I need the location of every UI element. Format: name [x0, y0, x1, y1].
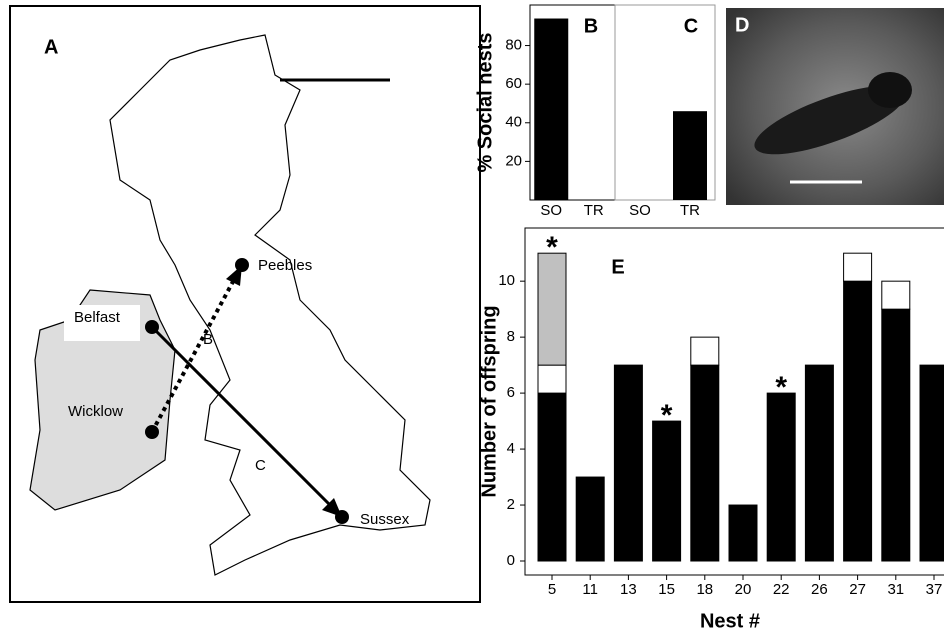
- x-tick-label: 18: [696, 581, 713, 598]
- bar-segment: [537, 392, 567, 562]
- bar-segment: [843, 252, 873, 282]
- place-label: Wicklow: [68, 403, 123, 420]
- bar-segment: [537, 364, 567, 394]
- panel-label: E: [611, 256, 624, 278]
- annotation: *: [546, 231, 558, 264]
- bar: [534, 18, 569, 201]
- site: [145, 425, 159, 439]
- bar-segment: [843, 280, 873, 562]
- x-tick-label: SO: [540, 202, 562, 219]
- x-tick-label: 31: [887, 581, 904, 598]
- bar-segment: [919, 364, 944, 562]
- x-tick-label: SO: [629, 202, 651, 219]
- panel-label: A: [44, 36, 58, 58]
- bar-segment: [575, 476, 605, 562]
- bar: [673, 111, 707, 200]
- x-tick-label: 11: [582, 581, 598, 598]
- bee: [754, 85, 906, 155]
- x-tick-label: 20: [735, 581, 752, 598]
- x-tick-label: 26: [811, 581, 828, 598]
- x-tick-label: TR: [680, 202, 700, 219]
- x-tick-label: 37: [926, 581, 943, 598]
- y-tick-label: 6: [507, 384, 515, 401]
- route-b: [150, 275, 238, 433]
- x-tick-label: 27: [849, 581, 866, 598]
- label-bg: [64, 305, 140, 341]
- bar-segment: [881, 308, 911, 562]
- bar-segment: [728, 504, 758, 562]
- y-tick-label: 80: [505, 37, 522, 54]
- y-axis-label: % Social nests: [474, 32, 496, 172]
- panel-label: D: [735, 14, 749, 36]
- place-label: Sussex: [360, 511, 410, 528]
- bar-segment: [804, 364, 834, 562]
- route-c: [150, 325, 336, 511]
- route-label: B: [203, 331, 213, 348]
- y-axis-label: Number of offspring: [478, 305, 500, 497]
- x-axis-label: Nest #: [700, 610, 760, 632]
- ireland: [29, 289, 176, 511]
- site: [335, 510, 349, 524]
- bar-segment: [537, 252, 567, 366]
- bar-segment: [766, 392, 796, 562]
- site: [235, 258, 249, 272]
- x-tick-label: 15: [658, 581, 675, 598]
- route-label: C: [255, 457, 266, 474]
- place-label: Belfast: [74, 309, 121, 326]
- bee-head: [868, 72, 912, 108]
- x-tick-label: 13: [620, 581, 637, 598]
- bar-segment: [690, 364, 720, 562]
- plot-frame: [614, 4, 716, 201]
- place-label: Peebles: [258, 257, 312, 274]
- y-tick-label: 60: [505, 75, 522, 92]
- great-britain: [109, 34, 431, 576]
- bar-segment: [690, 336, 720, 366]
- y-tick-label: 0: [507, 552, 515, 569]
- annotation: *: [661, 399, 673, 432]
- y-tick-label: 10: [498, 272, 515, 289]
- bar-segment: [881, 280, 911, 310]
- y-tick-label: 20: [505, 152, 522, 169]
- bar-segment: [652, 420, 682, 562]
- y-tick-label: 8: [507, 328, 515, 345]
- x-tick-label: 22: [773, 581, 790, 598]
- y-tick-label: 2: [507, 496, 515, 513]
- y-tick-label: 4: [507, 440, 515, 457]
- panel-label: B: [584, 15, 598, 37]
- plot-frame: [524, 227, 944, 576]
- panel-label: C: [684, 15, 698, 37]
- bar-segment: [613, 364, 643, 562]
- x-tick-label: 5: [548, 581, 556, 598]
- annotation: *: [775, 371, 787, 404]
- x-tick-label: TR: [584, 202, 604, 219]
- y-tick-label: 40: [505, 114, 522, 131]
- site: [145, 320, 159, 334]
